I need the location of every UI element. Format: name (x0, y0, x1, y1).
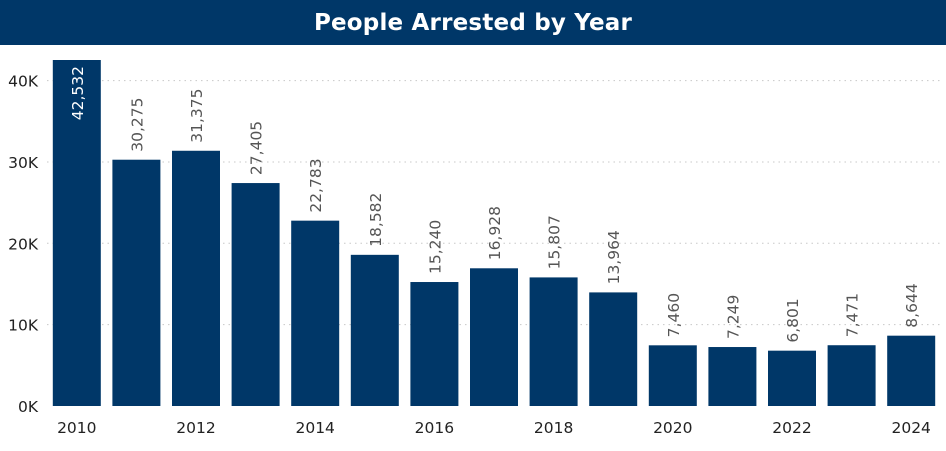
data-label: 18,582 (367, 193, 385, 247)
bar (291, 220, 340, 406)
bar (887, 335, 936, 406)
bars (52, 60, 936, 406)
bar (231, 183, 280, 406)
bar (589, 292, 638, 406)
y-tick-label: 0K (18, 398, 39, 416)
y-tick-label: 40K (8, 73, 39, 91)
bar (52, 60, 101, 406)
y-axis: 0K 10K 20K 30K 40K (8, 73, 39, 416)
x-tick-label: 2020 (653, 419, 692, 437)
data-label: 22,783 (307, 158, 325, 212)
bar (529, 277, 578, 406)
y-tick-label: 20K (8, 235, 39, 253)
data-label: 31,375 (188, 89, 206, 143)
data-label: 15,240 (426, 220, 444, 274)
bar (350, 254, 399, 406)
x-tick-label: 2022 (772, 419, 811, 437)
bar (827, 345, 876, 406)
chart-title: People Arrested by Year (313, 9, 633, 36)
data-labels: 42,532 30,275 31,375 27,405 22,783 18,582 15,2… (69, 66, 921, 343)
data-label: 16,928 (486, 206, 504, 260)
data-label: 42,532 (69, 66, 87, 120)
data-label: 7,471 (844, 293, 862, 337)
x-tick-label: 2014 (295, 419, 334, 437)
bar (172, 150, 220, 406)
data-label: 30,275 (128, 97, 146, 151)
bar (768, 350, 816, 406)
bar (648, 345, 697, 406)
data-label: 7,460 (665, 293, 683, 337)
data-label: 27,405 (248, 121, 266, 175)
bar (112, 159, 161, 406)
x-tick-label: 2010 (57, 419, 96, 437)
x-tick-label: 2024 (891, 419, 930, 437)
data-label: 15,807 (546, 215, 564, 269)
data-label: 8,644 (903, 283, 921, 327)
x-axis: 2010 2012 2014 2016 2018 2020 2022 2024 (57, 419, 931, 437)
bar (470, 268, 518, 406)
data-label: 13,964 (605, 230, 623, 284)
y-tick-label: 10K (8, 317, 39, 335)
bar (708, 347, 757, 406)
data-label: 6,801 (784, 298, 802, 342)
x-tick-label: 2018 (534, 419, 573, 437)
bar (410, 282, 459, 406)
title-banner: People Arrested by Year (0, 0, 946, 45)
x-tick-label: 2016 (415, 419, 454, 437)
data-label: 7,249 (724, 295, 742, 339)
x-tick-label: 2012 (176, 419, 215, 437)
y-tick-label: 30K (8, 154, 39, 172)
